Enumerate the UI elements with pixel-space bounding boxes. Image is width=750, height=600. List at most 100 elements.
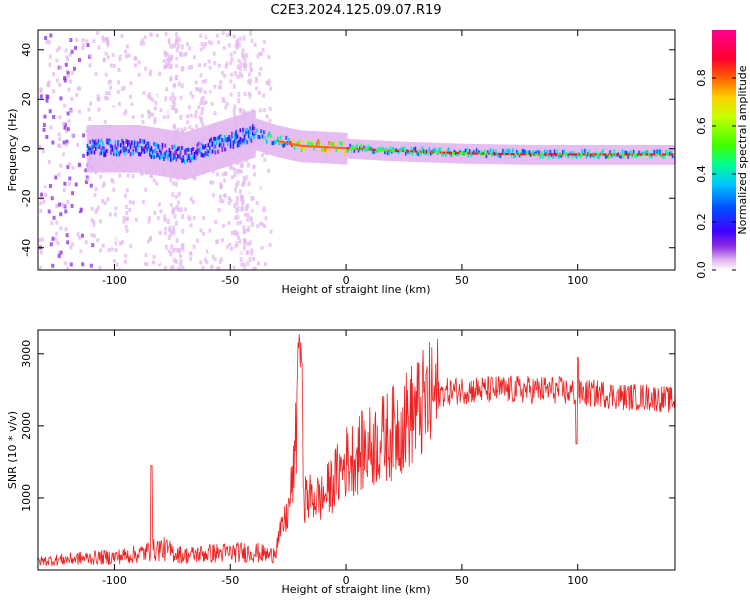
heatmap-cell [589, 153, 593, 156]
heatmap-cell [182, 155, 186, 160]
heatmap-cell [119, 149, 123, 154]
heatmap-cell [249, 216, 253, 222]
heatmap-cell [447, 147, 451, 152]
heatmap-cell [246, 127, 249, 132]
heatmap-cell [64, 48, 68, 53]
heatmap-cell [57, 251, 61, 256]
heatmap-cell [97, 97, 101, 102]
heatmap-cell [199, 87, 203, 92]
heatmap-cell [90, 206, 94, 211]
heatmap-cell [315, 142, 319, 147]
heatmap-cell [96, 238, 100, 243]
heatmap-cell [243, 59, 247, 65]
heatmap-cell [239, 65, 243, 71]
heatmap-cell [213, 84, 217, 89]
heatmap-cell [397, 149, 401, 152]
heatmap-cell [236, 74, 240, 79]
heatmap-cell [58, 202, 62, 207]
heatmap-cell [257, 186, 261, 191]
heatmap-cell [205, 260, 209, 265]
colorbar: 0.00.20.40.60.8 Normalized spectral ampl… [695, 30, 749, 279]
y-tick-label: 1000 [20, 484, 33, 512]
heatmap-cell [388, 149, 391, 152]
heatmap-cell [309, 145, 312, 148]
heatmap-cell [531, 153, 534, 156]
heatmap-cell [203, 63, 207, 68]
heatmap-cell [227, 138, 230, 143]
heatmap-cell [304, 140, 308, 145]
heatmap-cell [118, 151, 122, 156]
heatmap-cell [240, 262, 244, 267]
heatmap-cell [178, 153, 181, 158]
heatmap-cell [659, 149, 662, 154]
heatmap-cell [575, 153, 579, 156]
heatmap-cell [600, 153, 604, 156]
heatmap-cell [115, 149, 119, 154]
heatmap-cell [361, 148, 365, 151]
heatmap-cell [293, 143, 297, 146]
heatmap-cell [112, 107, 116, 112]
heatmap-cell [203, 126, 206, 174]
heatmap-cell [146, 147, 149, 152]
heatmap-cell [258, 90, 262, 95]
heatmap-cell [617, 153, 621, 156]
snr-x-ticks: -100 -50 0 50 100 [102, 330, 588, 587]
heatmap-cell [48, 109, 52, 114]
y-tick-label: 40 [20, 43, 33, 57]
heatmap-cell [211, 142, 215, 147]
heatmap-cell [221, 96, 225, 101]
heatmap-cell [58, 144, 62, 149]
heatmap-cell [95, 208, 99, 213]
heatmap-cell [221, 31, 225, 36]
heatmap-cell [238, 115, 241, 163]
heatmap-cell [166, 176, 170, 182]
heatmap-cell [331, 142, 334, 147]
heatmap-cell [240, 114, 244, 162]
heatmap-cell [241, 200, 245, 206]
heatmap-cell [206, 33, 210, 38]
heatmap-cell [263, 224, 267, 229]
heatmap-cell [101, 199, 105, 204]
heatmap-cell [229, 144, 233, 149]
heatmap-cell [101, 141, 105, 146]
heatmap-cell [264, 136, 268, 141]
x-tick-label: -50 [221, 274, 239, 287]
heatmap-cell [119, 143, 123, 148]
heatmap-cell [297, 141, 301, 146]
heatmap-cell [179, 51, 183, 57]
heatmap-cell [210, 101, 214, 106]
heatmap-cell [243, 63, 247, 69]
heatmap-cell [86, 143, 90, 148]
heatmap-cell [81, 259, 85, 264]
heatmap-cell [545, 153, 548, 156]
heatmap-cell [41, 237, 45, 242]
heatmap-cell [265, 122, 269, 154]
heatmap-cell [263, 157, 267, 162]
heatmap-cell [410, 150, 413, 153]
heatmap-cell [248, 207, 252, 213]
heatmap-cell [51, 140, 55, 145]
heatmap-cell [503, 152, 507, 155]
heatmap-cell [215, 141, 219, 146]
heatmap-cell [206, 237, 210, 242]
heatmap-cell [235, 131, 238, 136]
heatmap-cell [340, 141, 344, 146]
heatmap-cell [671, 153, 675, 156]
heatmap-cell [228, 118, 231, 166]
heatmap-cell [238, 47, 242, 52]
heatmap-cell [245, 128, 248, 133]
heatmap-cell [445, 152, 448, 157]
heatmap-cell [209, 180, 213, 185]
heatmap-cell [245, 106, 249, 112]
heatmap-cell [51, 263, 55, 268]
heatmap-cell [248, 191, 252, 197]
heatmap-cell [560, 153, 564, 158]
heatmap-cell [434, 151, 437, 154]
heatmap-cell [645, 150, 648, 155]
heatmap-cell [400, 147, 404, 152]
heatmap-cell [237, 169, 241, 174]
heatmap-cell [232, 83, 236, 89]
heatmap-cell [118, 200, 122, 205]
heatmap-cell [239, 128, 243, 133]
